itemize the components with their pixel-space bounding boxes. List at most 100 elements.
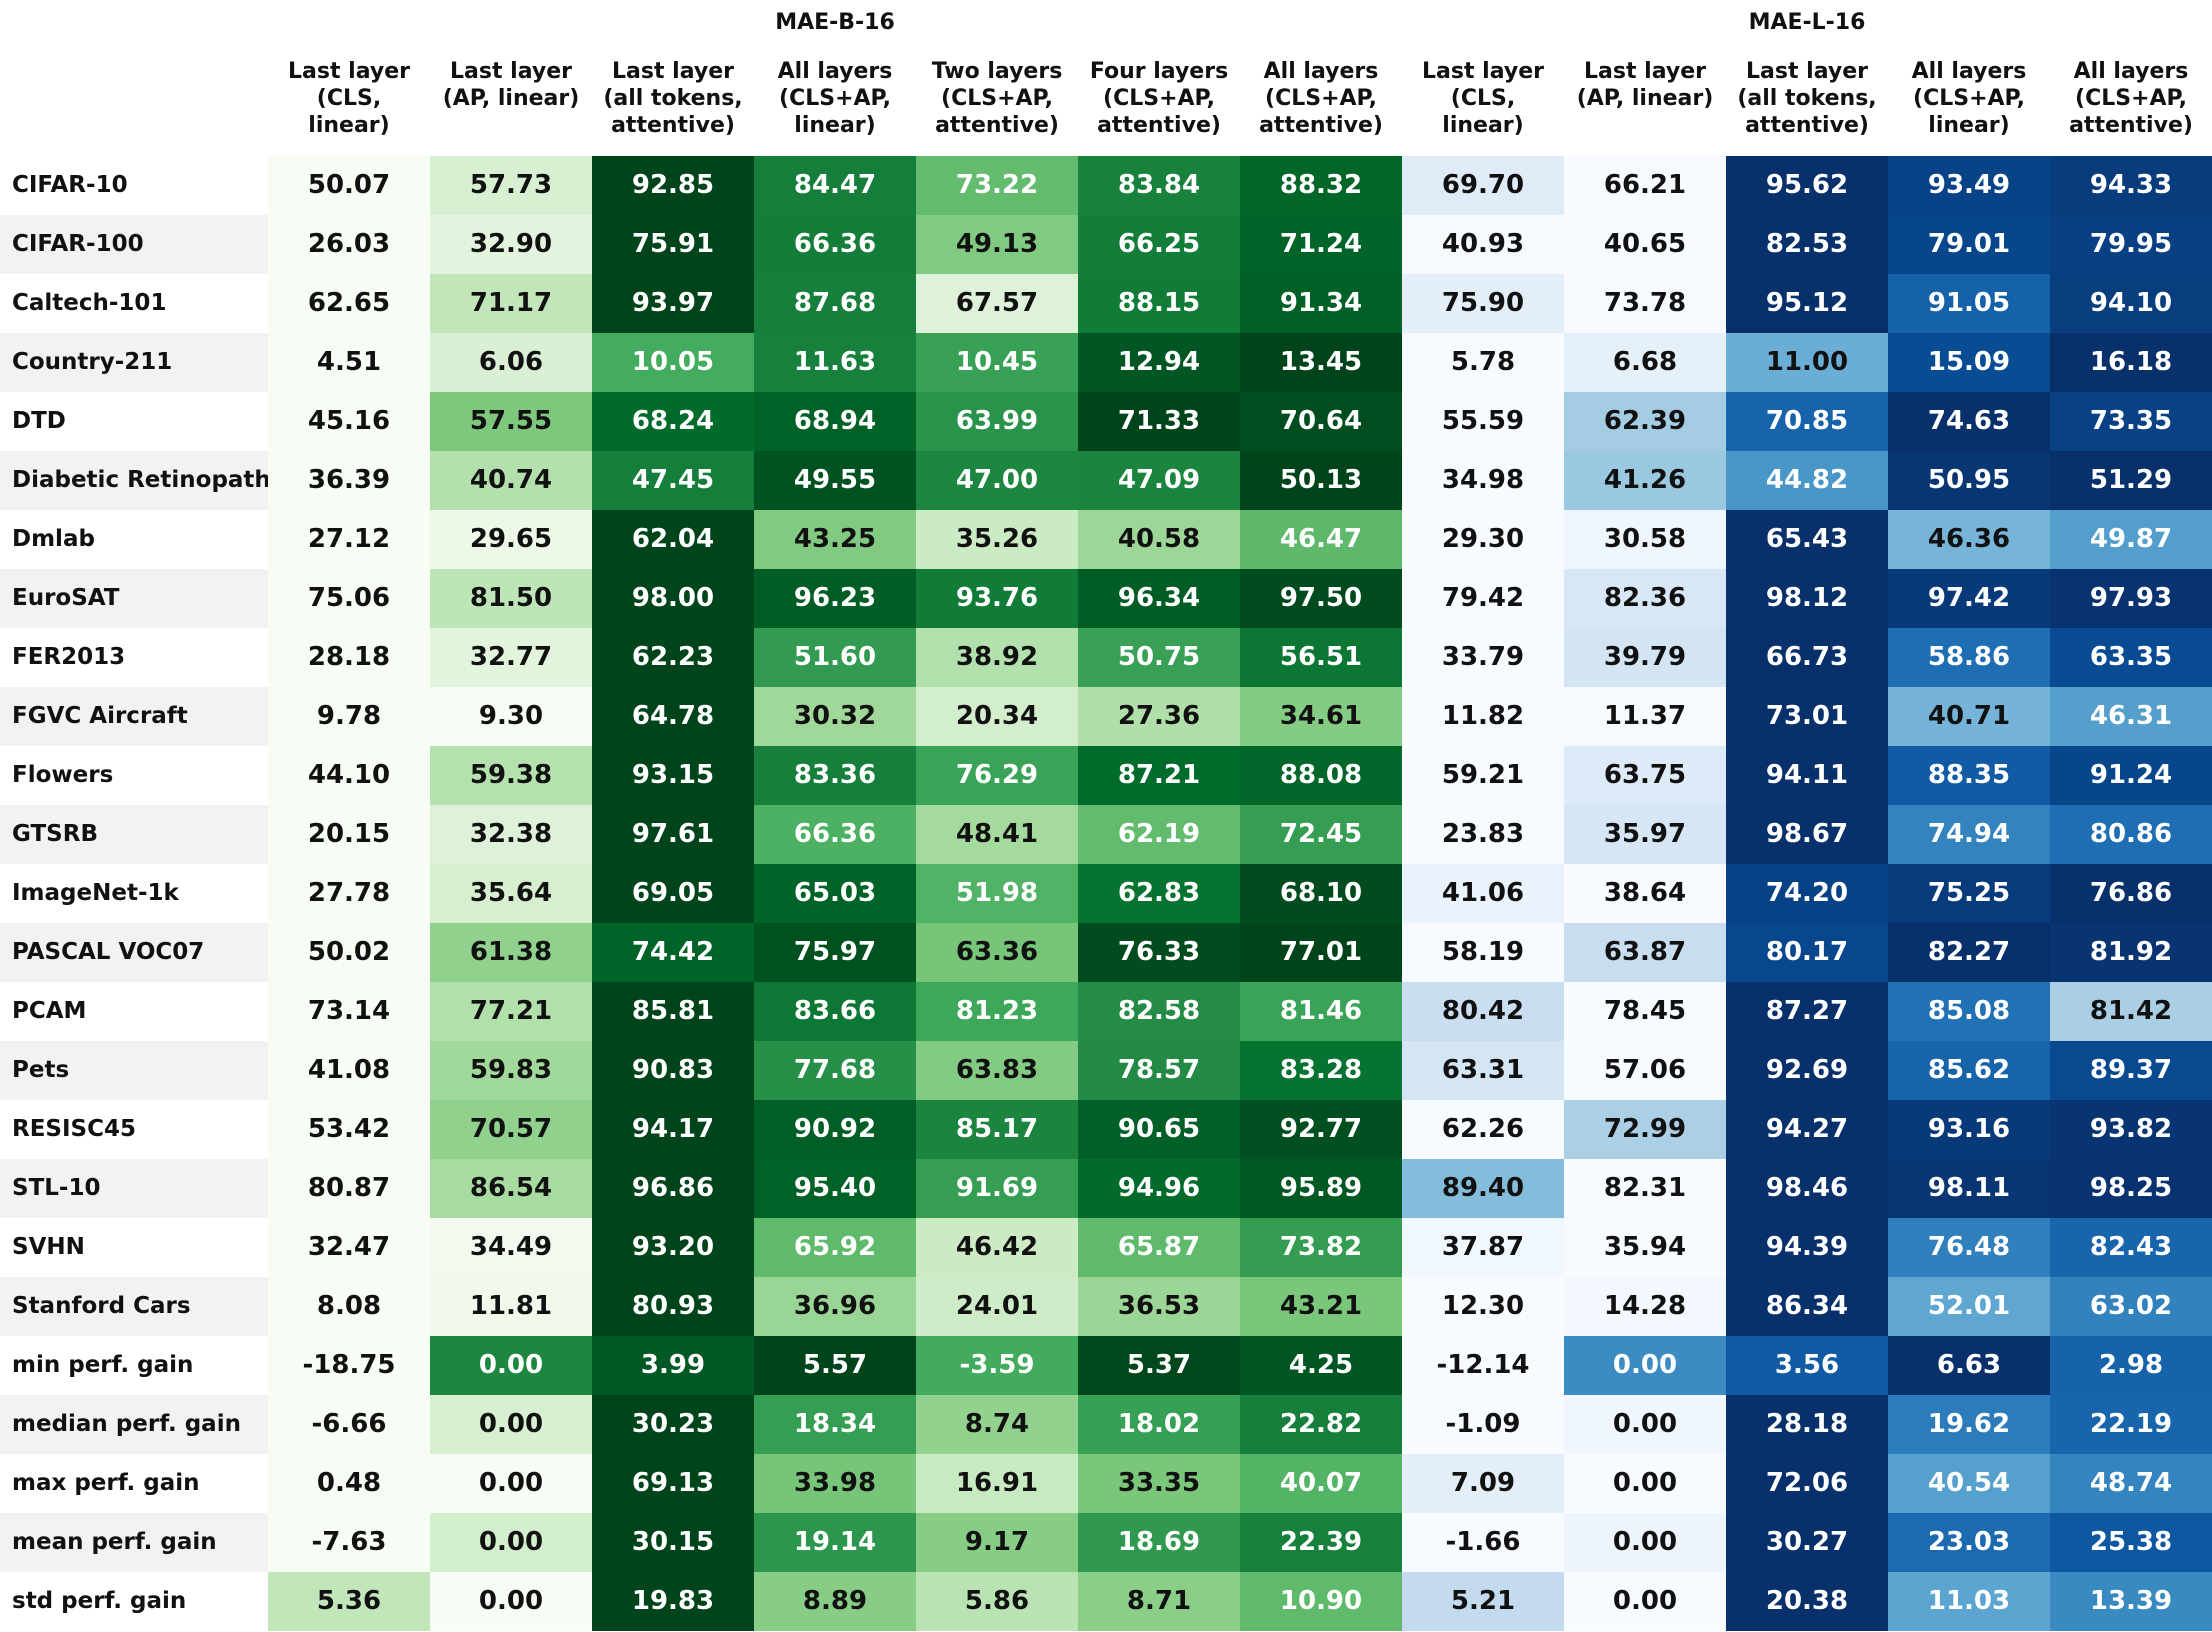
heatmap-cell: 34.61	[1240, 687, 1402, 746]
heatmap-cell: 18.02	[1078, 1395, 1240, 1454]
heatmap-cell: 90.83	[592, 1041, 754, 1100]
heatmap-cell: 63.35	[2050, 628, 2212, 687]
heatmap-cell: 96.86	[592, 1159, 754, 1218]
heatmap-cell: 29.65	[430, 510, 592, 569]
heatmap-cell: 38.92	[916, 628, 1078, 687]
heatmap-cell: 40.74	[430, 451, 592, 510]
heatmap-cell: 98.25	[2050, 1159, 2212, 1218]
heatmap-cell: 22.39	[1240, 1513, 1402, 1572]
row-label: FER2013	[12, 644, 126, 670]
group-title: MAE-B-16	[775, 10, 895, 35]
heatmap-cell: 33.98	[754, 1454, 916, 1513]
heatmap-cell: 49.55	[754, 451, 916, 510]
row-label: CIFAR-10	[12, 172, 128, 198]
row-label: max perf. gain	[12, 1470, 200, 1496]
heatmap-cell: 94.39	[1726, 1218, 1888, 1277]
heatmap-cell: 19.62	[1888, 1395, 2050, 1454]
heatmap-cell: 63.31	[1402, 1041, 1564, 1100]
heatmap-cell: 41.26	[1564, 451, 1726, 510]
heatmap-cell: 74.42	[592, 923, 754, 982]
heatmap-cell: 86.34	[1726, 1277, 1888, 1336]
heatmap-cell: 59.21	[1402, 746, 1564, 805]
column-header: Last layer (all tokens, attentive)	[603, 59, 743, 138]
heatmap-cell: 8.74	[916, 1395, 1078, 1454]
heatmap-cell: 64.78	[592, 687, 754, 746]
heatmap-cell: 30.58	[1564, 510, 1726, 569]
heatmap-cell: 43.21	[1240, 1277, 1402, 1336]
heatmap-cell: 38.64	[1564, 864, 1726, 923]
heatmap-cell: 85.17	[916, 1100, 1078, 1159]
row-label-band	[0, 156, 268, 215]
heatmap-cell: 80.42	[1402, 982, 1564, 1041]
heatmap-cell: 29.30	[1402, 510, 1564, 569]
heatmap-cell: 0.00	[1564, 1454, 1726, 1513]
heatmap-cell: 44.10	[268, 746, 430, 805]
heatmap-cell: 87.27	[1726, 982, 1888, 1041]
heatmap-cell: 85.81	[592, 982, 754, 1041]
heatmap-cell: 37.87	[1402, 1218, 1564, 1277]
heatmap-cell: 88.08	[1240, 746, 1402, 805]
heatmap-cell: 98.12	[1726, 569, 1888, 628]
heatmap-cell: 66.21	[1564, 156, 1726, 215]
heatmap-cell: 73.14	[268, 982, 430, 1041]
heatmap-cell: 65.92	[754, 1218, 916, 1277]
row-label-band	[0, 1100, 268, 1159]
heatmap-cell: 76.86	[2050, 864, 2212, 923]
heatmap-cell: 77.21	[430, 982, 592, 1041]
heatmap-cell: 84.47	[754, 156, 916, 215]
heatmap-cell: 51.98	[916, 864, 1078, 923]
heatmap-cell: 90.65	[1078, 1100, 1240, 1159]
row-label-band	[0, 333, 268, 392]
heatmap-cell: 63.02	[2050, 1277, 2212, 1336]
heatmap-cell: 97.50	[1240, 569, 1402, 628]
heatmap-cell: 91.34	[1240, 274, 1402, 333]
heatmap-cell: 30.23	[592, 1395, 754, 1454]
heatmap-cell: 73.78	[1564, 274, 1726, 333]
heatmap-cell: 50.07	[268, 156, 430, 215]
heatmap-cell: 63.36	[916, 923, 1078, 982]
heatmap-cell: 70.57	[430, 1100, 592, 1159]
heatmap-cell: 35.94	[1564, 1218, 1726, 1277]
heatmap-cell: 62.23	[592, 628, 754, 687]
heatmap-cell: 11.37	[1564, 687, 1726, 746]
heatmap-cell: 53.42	[268, 1100, 430, 1159]
heatmap-cell: 75.91	[592, 215, 754, 274]
heatmap-cell: 98.67	[1726, 805, 1888, 864]
heatmap-cell: 24.01	[916, 1277, 1078, 1336]
heatmap-cell: 45.16	[268, 392, 430, 451]
heatmap-cell: 19.83	[592, 1572, 754, 1631]
heatmap-cell: 78.45	[1564, 982, 1726, 1041]
heatmap-cell: 40.54	[1888, 1454, 2050, 1513]
heatmap-cell: 97.61	[592, 805, 754, 864]
row-label-band	[0, 628, 268, 687]
row-label-band	[0, 274, 268, 333]
row-label: PCAM	[12, 998, 87, 1024]
row-label: PASCAL VOC07	[12, 939, 205, 965]
heatmap-cell: 12.30	[1402, 1277, 1564, 1336]
heatmap-cell: 97.93	[2050, 569, 2212, 628]
row-label: ImageNet-1k	[12, 880, 179, 906]
heatmap-cell: 78.57	[1078, 1041, 1240, 1100]
heatmap-cell: 81.50	[430, 569, 592, 628]
row-label-band	[0, 1218, 268, 1277]
heatmap-cell: 9.78	[268, 687, 430, 746]
heatmap-cell: 32.77	[430, 628, 592, 687]
heatmap-cell: 73.82	[1240, 1218, 1402, 1277]
heatmap-cell: -3.59	[916, 1336, 1078, 1395]
heatmap-cell: 62.26	[1402, 1100, 1564, 1159]
heatmap-cell: 0.00	[430, 1572, 592, 1631]
heatmap-cell: 30.15	[592, 1513, 754, 1572]
heatmap-cell: 23.03	[1888, 1513, 2050, 1572]
row-label-band	[0, 1336, 268, 1395]
heatmap-cell: 81.92	[2050, 923, 2212, 982]
heatmap-cell: 6.63	[1888, 1336, 2050, 1395]
heatmap-cell: 20.34	[916, 687, 1078, 746]
heatmap-cell: 11.00	[1726, 333, 1888, 392]
heatmap-cell: 34.98	[1402, 451, 1564, 510]
heatmap-cell: 76.33	[1078, 923, 1240, 982]
heatmap-cell: 79.95	[2050, 215, 2212, 274]
heatmap-cell: 5.57	[754, 1336, 916, 1395]
row-label: RESISC45	[12, 1116, 136, 1142]
row-label: Dmlab	[12, 526, 95, 552]
row-label: Pets	[12, 1057, 70, 1083]
